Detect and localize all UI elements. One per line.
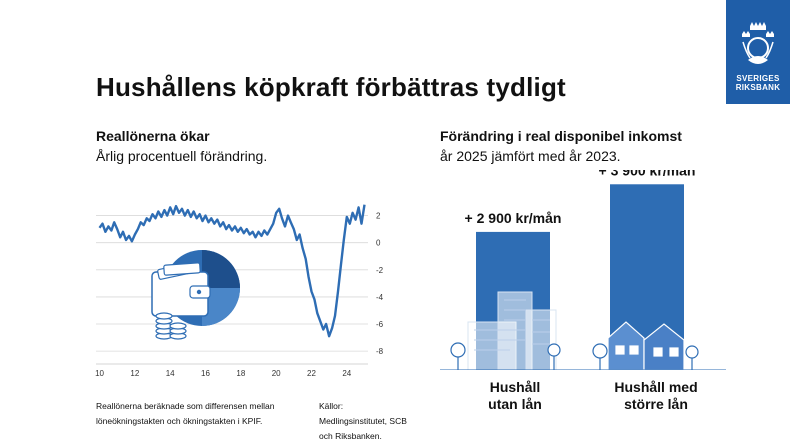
y-tick-label: -2 xyxy=(376,266,384,275)
left-panel-subtitle: Årlig procentuell förändring. xyxy=(96,148,268,164)
income-bar-chart: + 2 900 kr/mån + 3 900 kr/mån xyxy=(440,170,726,370)
bar-category-0-line-2: utan lån xyxy=(488,396,542,412)
y-tick-label: 2 xyxy=(376,212,381,221)
trees-right-illustration xyxy=(592,343,699,370)
x-tick-label: 14 xyxy=(166,369,175,378)
bar-category-1: Hushåll med större lån xyxy=(591,379,721,413)
series-group xyxy=(98,204,366,338)
x-tick-label: 10 xyxy=(95,369,104,378)
bar-category-1-line-1: Hushåll med xyxy=(614,379,698,395)
sources: Källor: Medlingsinstitutet, SCB och Riks… xyxy=(319,399,429,444)
y-tick-label: 0 xyxy=(376,239,381,248)
bar-category-0: Hushåll utan lån xyxy=(460,379,570,413)
left-panel-title: Reallönerna ökar xyxy=(96,128,210,144)
apartment-buildings-illustration xyxy=(467,291,557,370)
right-panel-title: Förändring i real disponibel inkomst xyxy=(440,128,682,144)
right-panel-subtitle: år 2025 jämfört med år 2023. xyxy=(440,148,621,164)
series-line-0 xyxy=(98,204,366,338)
y-tick-label: -6 xyxy=(376,320,384,329)
source-label: Källor: xyxy=(319,401,344,411)
x-tick-label: 22 xyxy=(307,369,316,378)
bar-value-label-0: + 2 900 kr/mån xyxy=(465,210,562,226)
page-title: Hushållens köpkraft förbättras tydligt xyxy=(96,72,566,102)
x-tick-label: 18 xyxy=(236,369,245,378)
bar-category-1-line-2: större lån xyxy=(624,396,688,412)
source-line-1: Medlingsinstitutet, SCB xyxy=(319,416,407,426)
logo-text: SVERIGES RIKSBANK xyxy=(726,74,790,92)
y-tick-label: -4 xyxy=(376,293,384,302)
logo-line-1: SVERIGES xyxy=(736,74,780,83)
trees-left-illustration xyxy=(450,342,561,370)
riksbank-logo: SVERIGES RIKSBANK xyxy=(726,0,790,104)
y-tick-label: -8 xyxy=(376,347,384,356)
real-wage-line-chart: 20-2-4-6-810 12 14 16 18 20 22 24 xyxy=(95,204,384,378)
x-tick-label: 24 xyxy=(342,369,351,378)
houses-illustration xyxy=(607,321,685,370)
value-labels-group: + 2 900 kr/mån + 3 900 kr/mån xyxy=(465,170,696,226)
axis-ticks: 20-2-4-6-810 12 14 16 18 20 22 24 xyxy=(95,212,384,378)
crown-seal-icon xyxy=(742,22,774,64)
chart-footnote: Reallönerna beräknade som differensen me… xyxy=(96,401,275,426)
x-tick-label: 20 xyxy=(272,369,281,378)
bar-value-label-1: + 3 900 kr/mån xyxy=(599,170,696,178)
bar-category-0-line-1: Hushåll xyxy=(489,379,541,395)
wallet-coins-illustration xyxy=(151,250,240,340)
x-tick-label: 16 xyxy=(201,369,210,378)
source-line-2: och Riksbanken. xyxy=(319,431,382,441)
x-tick-label: 12 xyxy=(130,369,139,378)
logo-line-2: RIKSBANK xyxy=(735,83,781,92)
